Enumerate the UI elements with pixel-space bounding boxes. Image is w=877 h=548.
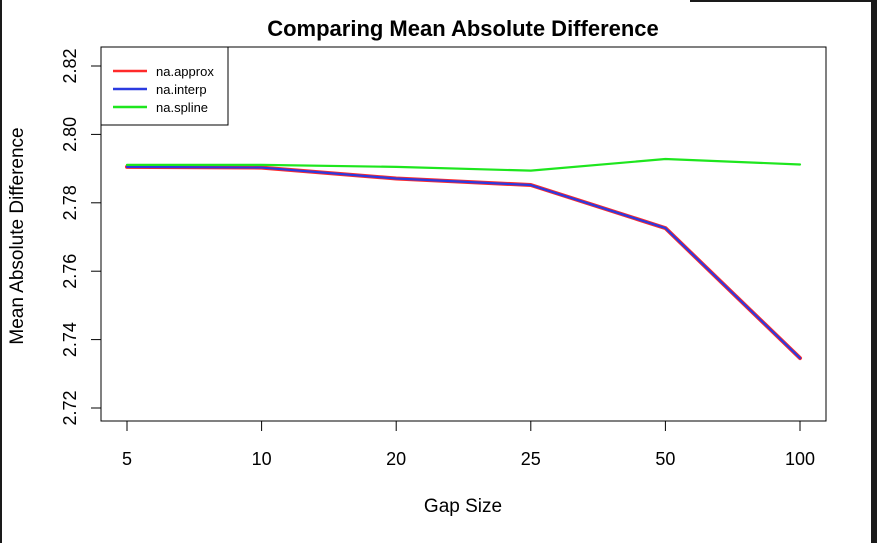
window-edge xyxy=(871,0,877,543)
x-tick-label-2: 20 xyxy=(386,449,406,469)
x-axis: 5 10 20 25 50 100 xyxy=(122,420,815,469)
y-axis: 2.72 2.74 2.76 2.78 2.80 2.82 xyxy=(60,48,102,426)
y-tick-label-1: 2.74 xyxy=(60,322,80,357)
x-tick-label-1: 10 xyxy=(252,449,272,469)
series-line-na-interp xyxy=(125,165,802,360)
y-tick-label-4: 2.80 xyxy=(60,117,80,152)
chart-title: Comparing Mean Absolute Difference xyxy=(267,16,659,41)
x-tick-label-5: 100 xyxy=(785,449,815,469)
y-tick-label-2: 2.76 xyxy=(60,254,80,289)
window-edge-top xyxy=(690,0,877,2)
series-line-na-approx xyxy=(125,164,802,361)
y-tick-label-5: 2.82 xyxy=(60,48,80,83)
legend: na.approx na.interp na.spline xyxy=(100,46,229,126)
window-edge-left xyxy=(0,0,2,543)
x-tick-label-4: 50 xyxy=(655,449,675,469)
y-tick-label-3: 2.78 xyxy=(60,185,80,220)
legend-label-na-approx: na.approx xyxy=(156,64,214,79)
x-tick-label-0: 5 xyxy=(122,449,132,469)
y-tick-label-0: 2.72 xyxy=(60,390,80,425)
legend-label-na-spline: na.spline xyxy=(156,100,208,115)
x-tick-label-3: 25 xyxy=(521,449,541,469)
x-axis-label: Gap Size xyxy=(424,496,502,517)
y-axis-label: Mean Absolute Difference xyxy=(7,127,28,344)
legend-label-na-interp: na.interp xyxy=(156,82,207,97)
legend-box xyxy=(100,46,229,126)
series-layer xyxy=(125,157,802,361)
series-line-na-spline xyxy=(125,157,802,172)
